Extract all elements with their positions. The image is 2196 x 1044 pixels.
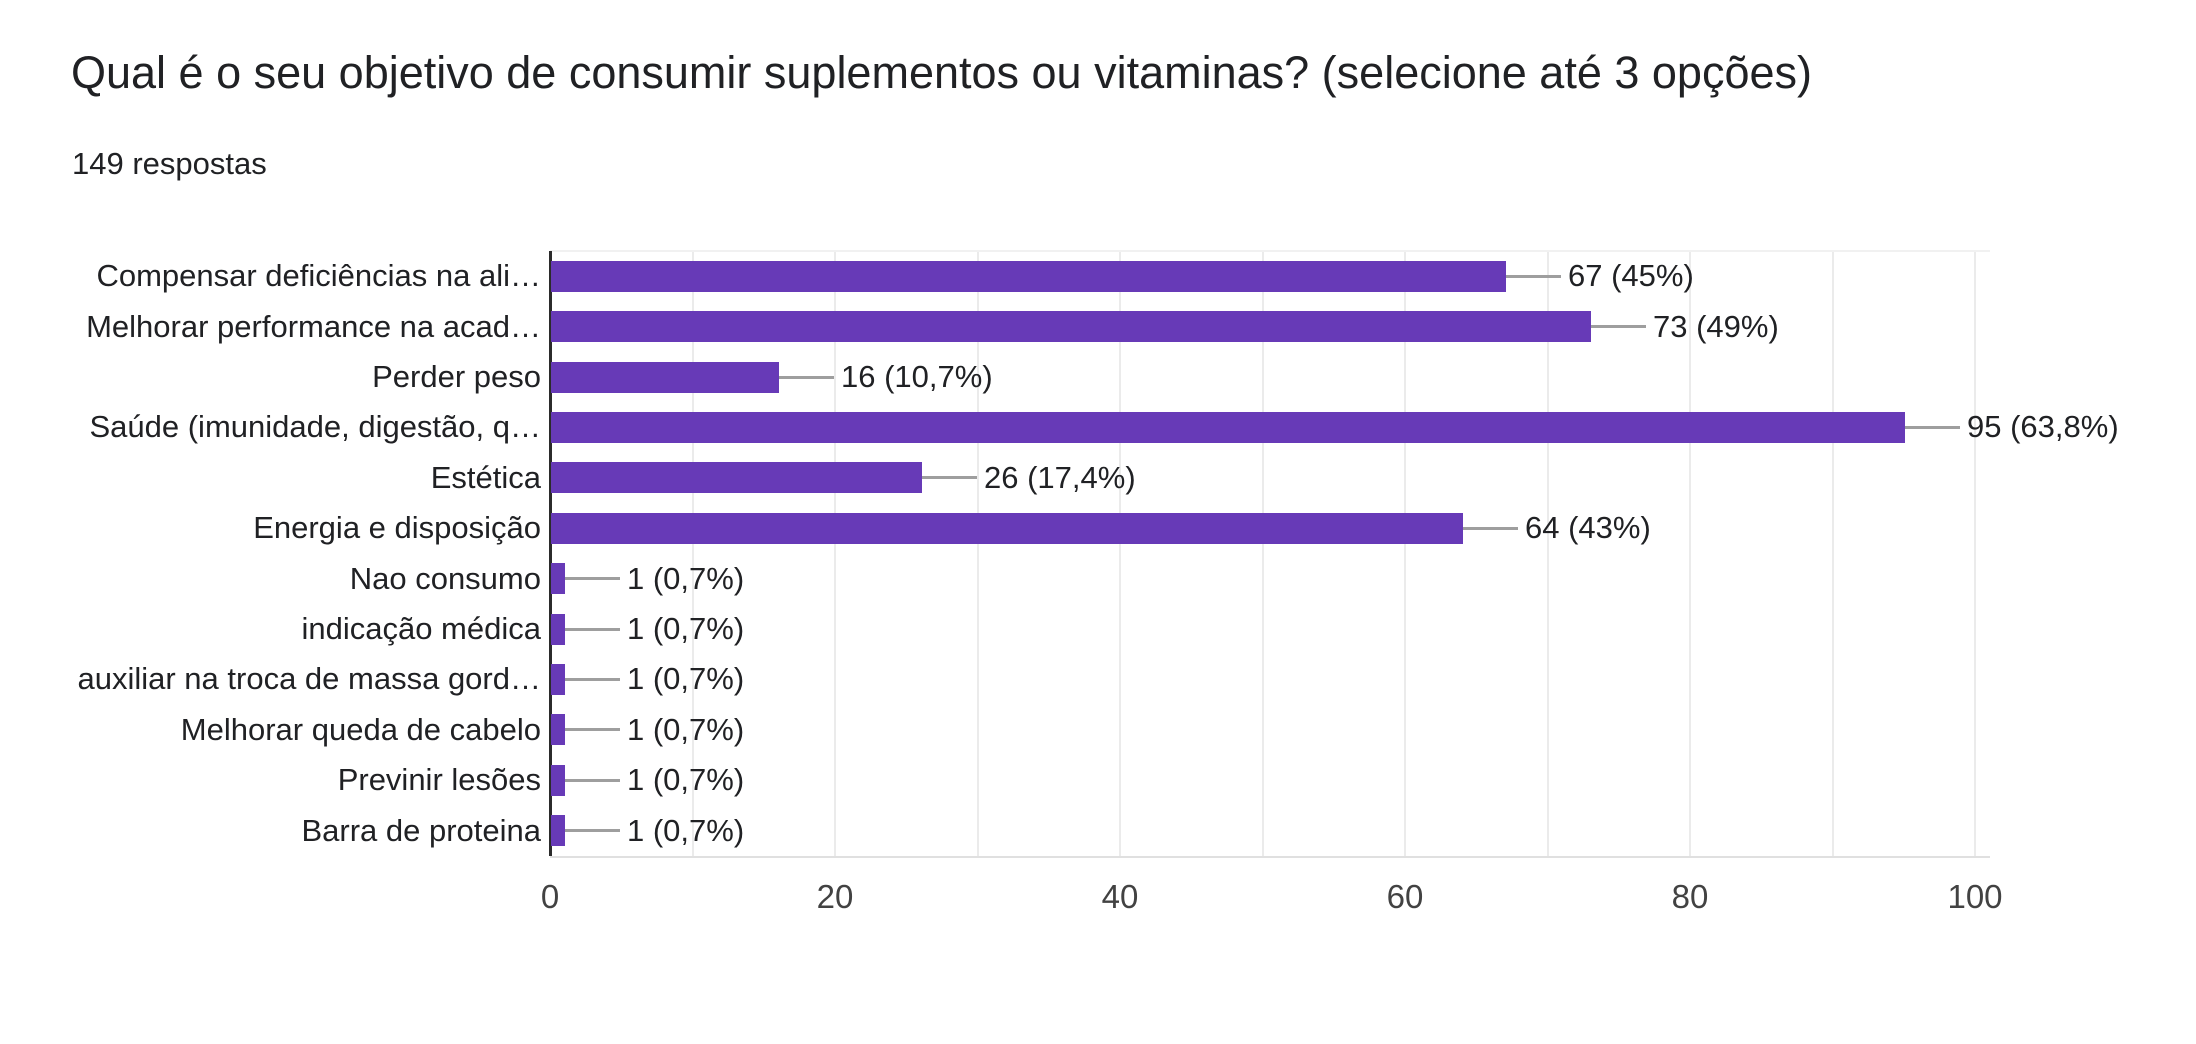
responses-count: 149 respostas	[72, 146, 267, 181]
gridline	[1119, 251, 1121, 856]
category-label: Melhorar queda de cabelo	[180, 711, 541, 747]
gridline	[1831, 251, 1834, 856]
category-label: Previnir lesões	[337, 762, 541, 798]
x-tick-label: 60	[1386, 878, 1424, 915]
value-label: 16 (10,7%)	[841, 358, 993, 394]
value-label: 1 (0,7%)	[627, 560, 745, 596]
bar[interactable]	[551, 815, 565, 847]
value-stem	[922, 476, 977, 480]
value-stem	[565, 778, 620, 782]
bar[interactable]	[551, 512, 1463, 544]
x-tick-label: 20	[816, 878, 854, 915]
bar[interactable]	[551, 613, 565, 645]
gridline	[1974, 251, 1976, 856]
category-label: Perder peso	[372, 358, 541, 394]
value-label: 1 (0,7%)	[627, 661, 745, 697]
bar[interactable]	[551, 411, 1905, 443]
value-stem	[565, 627, 620, 631]
value-label: 1 (0,7%)	[627, 610, 745, 646]
bar[interactable]	[551, 462, 922, 494]
question-title: Qual é o seu objetivo de consumir suplem…	[71, 47, 1812, 98]
gridline	[1546, 251, 1549, 856]
bar[interactable]	[551, 260, 1506, 292]
category-label: Saúde (imunidade, digestão, q…	[89, 409, 541, 445]
bar[interactable]	[551, 311, 1591, 343]
value-label: 26 (17,4%)	[984, 459, 1136, 495]
gridline	[834, 251, 836, 856]
value-stem	[565, 577, 620, 581]
x-tick-label: 40	[1101, 878, 1139, 915]
gridline	[1261, 251, 1264, 856]
x-tick-label: 80	[1671, 878, 1709, 915]
category-label: Melhorar performance na acad…	[86, 308, 541, 344]
category-label: Energia e disposição	[253, 510, 541, 546]
value-label: 95 (63,8%)	[1967, 409, 2119, 445]
category-label: Barra de proteina	[301, 812, 541, 848]
x-tick-label: 0	[540, 878, 560, 915]
value-label: 64 (43%)	[1525, 510, 1651, 546]
category-label: Compensar deficiências na ali…	[96, 258, 541, 294]
value-stem	[565, 728, 620, 732]
category-label: Estética	[430, 459, 541, 495]
x-axis-baseline	[550, 855, 1990, 858]
gridline	[976, 251, 979, 856]
value-label: 1 (0,7%)	[627, 711, 745, 747]
gridline	[691, 251, 694, 856]
category-label: indicação médica	[301, 610, 541, 646]
gridline	[1689, 251, 1691, 856]
value-stem	[1506, 274, 1561, 278]
bar[interactable]	[551, 563, 565, 595]
x-tick-label: 100	[1947, 878, 2003, 915]
value-label: 1 (0,7%)	[627, 812, 745, 848]
value-stem	[1463, 526, 1518, 530]
bar[interactable]	[551, 714, 565, 746]
plot-top-border	[550, 250, 1990, 252]
value-stem	[565, 829, 620, 833]
bar[interactable]	[551, 361, 779, 393]
value-stem	[1591, 325, 1646, 329]
gridline	[1404, 251, 1406, 856]
value-label: 67 (45%)	[1568, 258, 1694, 294]
value-stem	[1905, 425, 1960, 429]
value-stem	[565, 677, 620, 681]
bar[interactable]	[551, 663, 565, 695]
category-label: auxiliar na troca de massa gord…	[77, 661, 541, 697]
bar[interactable]	[551, 764, 565, 796]
value-label: 73 (49%)	[1653, 308, 1779, 344]
value-stem	[779, 375, 834, 379]
category-label: Nao consumo	[349, 560, 541, 596]
value-label: 1 (0,7%)	[627, 762, 745, 798]
y-axis-line	[549, 251, 552, 856]
